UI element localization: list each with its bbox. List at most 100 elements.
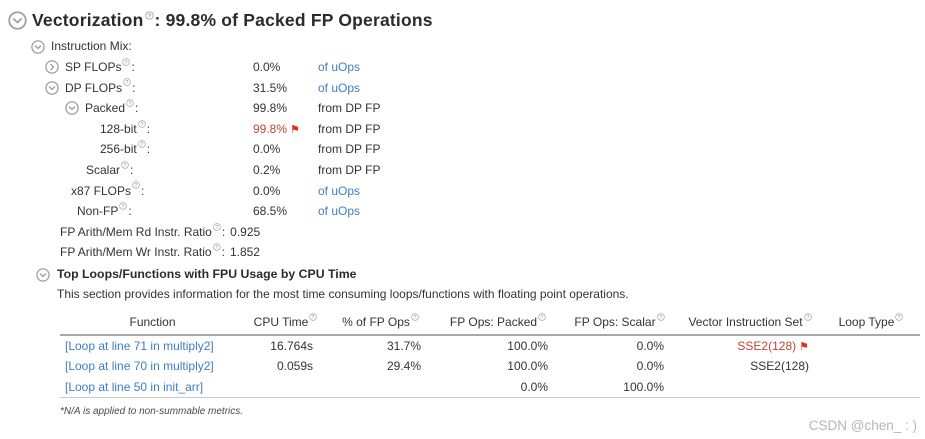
help-icon[interactable]: ? bbox=[411, 309, 419, 323]
metric-label: 128-bit bbox=[100, 121, 137, 136]
fp-ops-scalar-cell: 100.0% bbox=[623, 379, 664, 394]
collapse-section-icon[interactable] bbox=[8, 11, 27, 30]
metric-row-128-bit: 128-bit?: 99.8% ⚑ from DP FP bbox=[0, 119, 925, 140]
help-icon[interactable]: ? bbox=[137, 116, 146, 130]
metric-value: 0.0% bbox=[253, 142, 281, 157]
table-footnote: *N/A is applied to non-summable metrics. bbox=[60, 406, 244, 418]
help-icon[interactable]: ? bbox=[656, 309, 665, 323]
col-header-loop-type[interactable]: Loop Type? bbox=[823, 313, 920, 334]
metric-value: 0.0% bbox=[253, 60, 281, 74]
page-title: Vectorization?: 99.8% of Packed FP Opera… bbox=[32, 10, 433, 31]
metric-row-packed: Packed?: 99.8% from DP FP bbox=[0, 98, 925, 119]
metric-unit-link[interactable]: of uOps bbox=[318, 60, 361, 74]
help-icon[interactable]: ? bbox=[119, 198, 128, 212]
help-icon[interactable]: ? bbox=[144, 4, 154, 25]
help-icon[interactable]: ? bbox=[122, 54, 131, 68]
svg-text:?: ? bbox=[140, 121, 143, 127]
top-loops-heading: Top Loops/Functions with FPU Usage by CP… bbox=[57, 266, 357, 281]
metric-row-fp-arith-mem-wr-ratio: FP Arith/Mem Wr Instr. Ratio?:1.852 bbox=[0, 242, 925, 263]
metric-value: 0.925 bbox=[230, 224, 261, 239]
col-header-fp-ops-packed[interactable]: FP Ops: Packed? bbox=[435, 313, 562, 334]
svg-text:?: ? bbox=[541, 315, 544, 321]
svg-text:?: ? bbox=[126, 80, 129, 86]
cpu-time-cell: 16.764s bbox=[270, 338, 313, 353]
metric-row-fp-arith-mem-rd-ratio: FP Arith/Mem Rd Instr. Ratio?:0.925 bbox=[0, 222, 925, 243]
metric-unit-link[interactable]: of uOps bbox=[318, 80, 361, 95]
instruction-mix-heading: Instruction Mix: bbox=[0, 37, 925, 57]
svg-text:?: ? bbox=[129, 101, 132, 107]
col-header-cpu-time[interactable]: CPU Time? bbox=[245, 313, 327, 334]
svg-text:?: ? bbox=[898, 315, 901, 321]
metric-row-scalar: Scalar?: 0.2% from DP FP bbox=[0, 160, 925, 181]
col-header-function[interactable]: Function bbox=[129, 314, 176, 329]
metric-label: FP Arith/Mem Rd Instr. Ratio bbox=[60, 224, 212, 239]
collapse-top-loops-icon[interactable] bbox=[36, 268, 50, 282]
help-icon[interactable]: ? bbox=[213, 216, 221, 237]
help-icon[interactable]: ? bbox=[132, 178, 140, 192]
fpu-usage-table: Function CPU Time? % of FP Ops? FP Ops: … bbox=[60, 313, 920, 399]
instruction-mix-label: Instruction Mix: bbox=[51, 39, 132, 53]
help-icon[interactable]: ? bbox=[212, 236, 221, 257]
function-link[interactable]: [Loop at line 50 in init_arr] bbox=[65, 379, 204, 394]
collapse-instruction-mix-icon[interactable] bbox=[31, 40, 45, 54]
top-loops-heading-row: Top Loops/Functions with FPU Usage by CP… bbox=[0, 265, 925, 285]
help-icon[interactable]: ? bbox=[137, 136, 146, 150]
collapse-packed-icon[interactable] bbox=[65, 101, 79, 115]
fp-ops-packed-cell: 0.0% bbox=[520, 379, 548, 394]
pct-fp-ops-cell: 31.7% bbox=[386, 338, 421, 353]
metric-row-x87-flops: x87 FLOPs?: 0.0% of uOps bbox=[0, 181, 925, 202]
section-title-row: Vectorization?: 99.8% of Packed FP Opera… bbox=[8, 7, 925, 34]
metric-unit-link[interactable]: of uOps bbox=[318, 204, 361, 219]
top-loops-description: This section provides information for th… bbox=[57, 286, 629, 301]
expand-sp-flops-icon[interactable] bbox=[45, 60, 59, 74]
svg-text:?: ? bbox=[135, 183, 138, 189]
help-icon[interactable]: ? bbox=[309, 309, 318, 323]
metric-label: DP FLOPs bbox=[65, 80, 123, 95]
metric-unit-link[interactable]: of uOps bbox=[318, 183, 361, 198]
metric-value: 0.0% bbox=[253, 183, 281, 198]
metric-value: 68.5% bbox=[253, 204, 288, 219]
metric-value: 0.2% bbox=[253, 162, 281, 177]
collapse-dp-flops-icon[interactable] bbox=[45, 80, 59, 95]
col-header-pct-fp-ops[interactable]: % of FP Ops? bbox=[327, 313, 435, 334]
cpu-time-cell: 0.059s bbox=[276, 359, 313, 374]
help-icon[interactable]: ? bbox=[538, 309, 546, 323]
metric-value: 1.852 bbox=[229, 245, 260, 260]
vectorization-summary-pane: Vectorization?: 99.8% of Packed FP Opera… bbox=[0, 7, 925, 439]
flag-icon: ⚑ bbox=[290, 123, 300, 136]
cpu-time-cell bbox=[245, 377, 327, 397]
svg-text:?: ? bbox=[215, 245, 218, 251]
help-icon[interactable]: ? bbox=[895, 309, 904, 323]
loop-type-cell bbox=[823, 377, 920, 397]
loop-type-cell bbox=[823, 336, 920, 356]
svg-text:?: ? bbox=[215, 224, 218, 230]
metric-label: x87 FLOPs bbox=[71, 183, 132, 198]
vector-instruction-set-cell: SSE2(128) bbox=[750, 359, 809, 374]
svg-text:?: ? bbox=[806, 315, 809, 321]
table-header-row: Function CPU Time? % of FP Ops? FP Ops: … bbox=[60, 313, 920, 336]
metric-label: FP Arith/Mem Wr Instr. Ratio bbox=[60, 245, 212, 260]
col-header-vector-instruction-set[interactable]: Vector Instruction Set? bbox=[678, 313, 823, 334]
help-icon[interactable]: ? bbox=[121, 157, 129, 171]
metric-label: Packed bbox=[85, 101, 126, 116]
vector-instruction-set-cell bbox=[678, 377, 823, 397]
function-link[interactable]: [Loop at line 70 in multiply2] bbox=[65, 359, 214, 374]
help-icon[interactable]: ? bbox=[803, 309, 812, 323]
col-header-fp-ops-scalar[interactable]: FP Ops: Scalar? bbox=[562, 313, 678, 334]
svg-text:?: ? bbox=[140, 142, 143, 148]
svg-text:?: ? bbox=[413, 315, 416, 321]
function-link[interactable]: [Loop at line 71 in multiply2] bbox=[65, 338, 214, 353]
svg-text:?: ? bbox=[124, 163, 127, 169]
metric-label: SP FLOPs bbox=[65, 60, 122, 74]
metric-unit: from DP FP bbox=[318, 121, 381, 136]
fp-ops-scalar-cell: 0.0% bbox=[636, 338, 664, 353]
metric-row-non-fp: Non-FP?: 68.5% of uOps bbox=[0, 201, 925, 222]
svg-text:?: ? bbox=[122, 204, 125, 210]
help-icon[interactable]: ? bbox=[123, 75, 131, 89]
loop-type-cell bbox=[823, 356, 920, 376]
svg-text:?: ? bbox=[312, 315, 315, 321]
metric-row-sp-flops: SP FLOPs?: 0.0% of uOps bbox=[0, 57, 925, 78]
table-row: [Loop at line 70 in multiply2] 0.059s 29… bbox=[60, 356, 920, 376]
help-icon[interactable]: ? bbox=[126, 95, 134, 109]
vector-instruction-set-cell: SSE2(128) ⚑ bbox=[737, 338, 809, 353]
